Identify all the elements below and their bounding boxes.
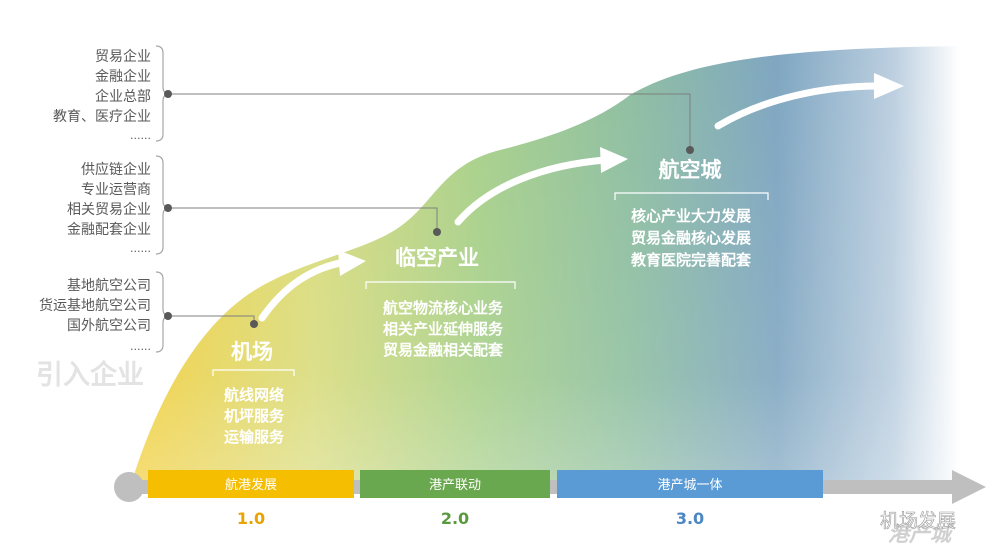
stage-2-line: 相关产业延伸服务 (383, 320, 504, 338)
version-2: 2.0 (441, 509, 469, 528)
stage-bar-1 (148, 470, 354, 498)
version-3: 3.0 (676, 509, 704, 528)
growth-arrow-3 (714, 82, 882, 130)
stage-title-airside-industry: 临空产业 (395, 246, 479, 270)
stage-1-line: 机坪服务 (224, 407, 285, 425)
stage-title-aerotropolis: 航空城 (659, 158, 722, 182)
stage-bar-3 (557, 470, 823, 498)
wechat-icon (841, 508, 873, 533)
stage-1-details: 航线网络 机坪服务 运输服务 (224, 386, 285, 446)
stage-2-line: 贸易金融相关配套 (383, 341, 504, 359)
group-3-item: 货运基地航空公司 (39, 297, 151, 314)
group-2-ellipsis: ...... (130, 242, 151, 255)
stage-bar-label-2: 港产联动 (429, 478, 481, 493)
connector-2-dot (433, 228, 441, 236)
connector-3-start (164, 312, 172, 320)
watermark-shadow-text: 港产城 (888, 522, 955, 546)
stage-3-line: 贸易金融核心发展 (631, 229, 751, 247)
group-2-item: 相关贸易企业 (67, 201, 151, 218)
group-1-item: 金融企业 (95, 68, 151, 85)
stage-3-details: 核心产业大力发展 贸易金融核心发展 教育医院完善配套 (630, 207, 752, 269)
group-1-item: 企业总部 (95, 88, 151, 105)
growth-arrow-2 (454, 156, 609, 226)
group-2-item: 专业运营商 (81, 182, 151, 198)
connector-2-start (164, 204, 172, 212)
connector-1 (168, 93, 691, 150)
hill-shading (130, 46, 998, 488)
title-bracket-2 (365, 281, 516, 289)
group-3-item: 国外航空公司 (67, 318, 151, 334)
connector-3-dot (250, 320, 258, 328)
growth-arrow-1 (258, 258, 349, 322)
stage-3-line: 教育医院完善配套 (630, 251, 752, 269)
group-list-1: 贸易企业 金融企业 企业总部 教育、医疗企业 ...... (53, 48, 151, 142)
stage-2-details: 航空物流核心业务 相关产业延伸服务 贸易金融相关配套 (383, 299, 504, 359)
stage-bar-label-1: 航港发展 (225, 477, 277, 493)
version-1: 1.0 (237, 509, 265, 528)
timeline-start-dot (114, 472, 144, 502)
stage-bar-2 (360, 470, 550, 498)
title-bracket-1 (212, 369, 295, 376)
watermark-text: 机场发展 (880, 510, 956, 532)
title-bracket-3 (614, 192, 769, 200)
group-1-item: 贸易企业 (95, 48, 151, 65)
growth-arrow-2-head (600, 147, 628, 173)
group-3-item: 基地航空公司 (67, 277, 151, 294)
group-list-3: 基地航空公司 货运基地航空公司 国外航空公司 ...... (39, 277, 151, 353)
bracket-3 (155, 271, 171, 353)
connector-1-start (164, 90, 172, 98)
connector-2 (168, 207, 438, 232)
connector-1-dot (686, 146, 694, 154)
group-1-item: 教育、医疗企业 (53, 108, 151, 125)
stage-2-line: 航空物流核心业务 (383, 299, 504, 317)
group-1-ellipsis: ...... (130, 129, 151, 142)
group-3-ellipsis: ...... (130, 340, 151, 353)
stage-3-line: 核心产业大力发展 (631, 207, 751, 225)
watermark: 港产城 机场发展 (841, 508, 956, 546)
stage-bar-label-3: 港产城一体 (657, 478, 722, 493)
stage-1-line: 航线网络 (224, 386, 284, 404)
intro-label: 引入企业 (36, 359, 144, 391)
group-2-item: 金融配套企业 (67, 221, 151, 238)
group-2-item: 供应链企业 (81, 161, 151, 178)
stage-title-airport: 机场 (231, 340, 273, 364)
growth-arrow-1-head (338, 250, 366, 276)
group-list-2: 供应链企业 专业运营商 相关贸易企业 金融配套企业 ...... (67, 161, 151, 255)
timeline-arrowhead (952, 470, 986, 504)
growth-arrow-3-head (874, 73, 904, 99)
stage-1-line: 运输服务 (224, 428, 285, 446)
